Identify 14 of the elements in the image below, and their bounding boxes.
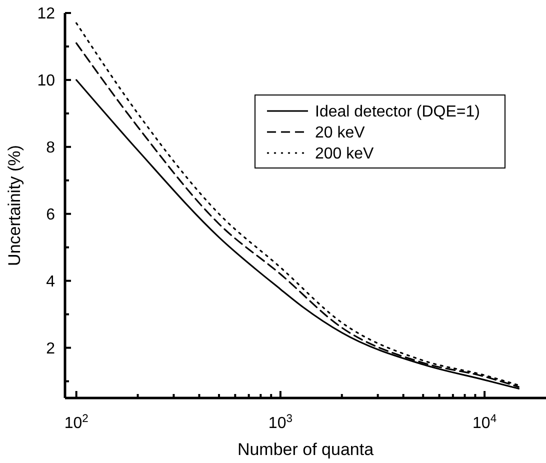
legend-label: 20 keV bbox=[315, 124, 366, 142]
y-tick-label: 12 bbox=[37, 6, 56, 23]
y-tick-label: 8 bbox=[46, 140, 56, 157]
y-tick-label: 2 bbox=[46, 340, 56, 358]
legend-label: Ideal detector (DQE=1) bbox=[315, 104, 480, 121]
legend-label: 200 keV bbox=[315, 146, 374, 163]
y-axis-title: Uncertainity (%) bbox=[5, 145, 24, 266]
x-axis-title: Number of quanta bbox=[237, 440, 374, 459]
y-tick-label: 10 bbox=[37, 72, 56, 90]
y-tick-label: 6 bbox=[46, 206, 56, 224]
x-tick-label: 10$^{3}$ bbox=[268, 413, 292, 432]
x-tick-label: 10$^{2}$ bbox=[64, 413, 88, 432]
y-tick-label: 4 bbox=[46, 273, 56, 290]
x-tick-label: 10$^{4}$ bbox=[472, 413, 497, 432]
